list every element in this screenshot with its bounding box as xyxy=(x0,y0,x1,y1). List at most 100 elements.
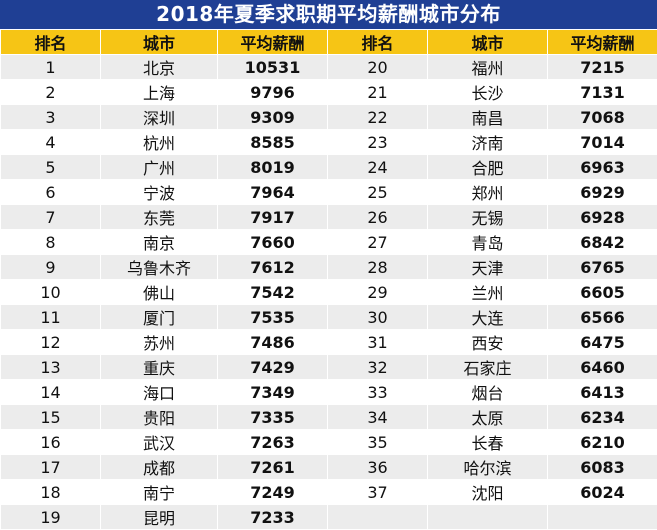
rank-cell: 18 xyxy=(1,480,101,505)
salary-cell: 7335 xyxy=(218,405,328,430)
rank-cell xyxy=(328,505,428,530)
salary-cell: 9796 xyxy=(218,80,328,105)
city-cell: 深圳 xyxy=(101,105,218,130)
city-cell: 南京 xyxy=(101,230,218,255)
rank-cell: 21 xyxy=(328,80,428,105)
salary-cell: 6963 xyxy=(548,155,657,180)
city-cell: 南昌 xyxy=(428,105,548,130)
rank-cell: 11 xyxy=(1,305,101,330)
salary-cell: 7261 xyxy=(218,455,328,480)
salary-cell: 7068 xyxy=(548,105,657,130)
rank-cell: 22 xyxy=(328,105,428,130)
salary-cell: 6765 xyxy=(548,255,657,280)
salary-cell: 6928 xyxy=(548,205,657,230)
rank-cell: 29 xyxy=(328,280,428,305)
city-cell: 海口 xyxy=(101,380,218,405)
city-cell: 哈尔滨 xyxy=(428,455,548,480)
city-cell: 佛山 xyxy=(101,280,218,305)
header-salary: 平均薪酬 xyxy=(218,30,328,55)
table-header-row: 排名 城市 平均薪酬 排名 城市 平均薪酬 xyxy=(1,30,657,55)
city-cell: 武汉 xyxy=(101,430,218,455)
city-cell: 济南 xyxy=(428,130,548,155)
salary-cell: 7263 xyxy=(218,430,328,455)
salary-cell: 7535 xyxy=(218,305,328,330)
rank-cell: 6 xyxy=(1,180,101,205)
salary-cell: 7542 xyxy=(218,280,328,305)
rank-cell: 10 xyxy=(1,280,101,305)
rank-cell: 4 xyxy=(1,130,101,155)
rank-cell: 27 xyxy=(328,230,428,255)
city-cell: 厦门 xyxy=(101,305,218,330)
city-cell: 东莞 xyxy=(101,205,218,230)
salary-cell: 8019 xyxy=(218,155,328,180)
city-cell: 青岛 xyxy=(428,230,548,255)
city-cell: 西安 xyxy=(428,330,548,355)
city-cell: 广州 xyxy=(101,155,218,180)
city-cell: 昆明 xyxy=(101,505,218,530)
rank-cell: 24 xyxy=(328,155,428,180)
rank-cell: 3 xyxy=(1,105,101,130)
salary-cell: 10531 xyxy=(218,55,328,80)
rank-cell: 17 xyxy=(1,455,101,480)
salary-cell: 6210 xyxy=(548,430,657,455)
city-cell: 成都 xyxy=(101,455,218,480)
city-cell: 上海 xyxy=(101,80,218,105)
city-cell: 北京 xyxy=(101,55,218,80)
salary-cell: 7660 xyxy=(218,230,328,255)
header-rank: 排名 xyxy=(328,30,428,55)
city-cell: 南宁 xyxy=(101,480,218,505)
rank-cell: 33 xyxy=(328,380,428,405)
header-city: 城市 xyxy=(428,30,548,55)
header-city: 城市 xyxy=(101,30,218,55)
city-cell: 杭州 xyxy=(101,130,218,155)
rank-cell: 19 xyxy=(1,505,101,530)
rank-cell: 32 xyxy=(328,355,428,380)
rank-cell: 20 xyxy=(328,55,428,80)
rank-cell: 35 xyxy=(328,430,428,455)
city-cell: 长春 xyxy=(428,430,548,455)
city-cell: 重庆 xyxy=(101,355,218,380)
salary-cell: 6024 xyxy=(548,480,657,505)
city-cell: 宁波 xyxy=(101,180,218,205)
salary-cell: 7233 xyxy=(218,505,328,530)
rank-cell: 16 xyxy=(1,430,101,455)
salary-cell: 7215 xyxy=(548,55,657,80)
rank-cell: 12 xyxy=(1,330,101,355)
rank-cell: 1 xyxy=(1,55,101,80)
rank-cell: 7 xyxy=(1,205,101,230)
rank-cell: 23 xyxy=(328,130,428,155)
city-cell: 合肥 xyxy=(428,155,548,180)
city-cell: 太原 xyxy=(428,405,548,430)
salary-cell: 7612 xyxy=(218,255,328,280)
city-cell: 兰州 xyxy=(428,280,548,305)
salary-cell: 9309 xyxy=(218,105,328,130)
city-cell: 长沙 xyxy=(428,80,548,105)
rank-cell: 2 xyxy=(1,80,101,105)
rank-cell: 37 xyxy=(328,480,428,505)
salary-cell: 6605 xyxy=(548,280,657,305)
salary-cell: 6475 xyxy=(548,330,657,355)
city-cell: 乌鲁木齐 xyxy=(101,255,218,280)
salary-cell: 7429 xyxy=(218,355,328,380)
city-cell: 福州 xyxy=(428,55,548,80)
salary-cell: 7131 xyxy=(548,80,657,105)
salary-cell: 6083 xyxy=(548,455,657,480)
salary-cell: 7349 xyxy=(218,380,328,405)
city-cell: 苏州 xyxy=(101,330,218,355)
header-salary: 平均薪酬 xyxy=(548,30,657,55)
salary-cell: 6460 xyxy=(548,355,657,380)
rank-cell: 25 xyxy=(328,180,428,205)
rank-cell: 30 xyxy=(328,305,428,330)
